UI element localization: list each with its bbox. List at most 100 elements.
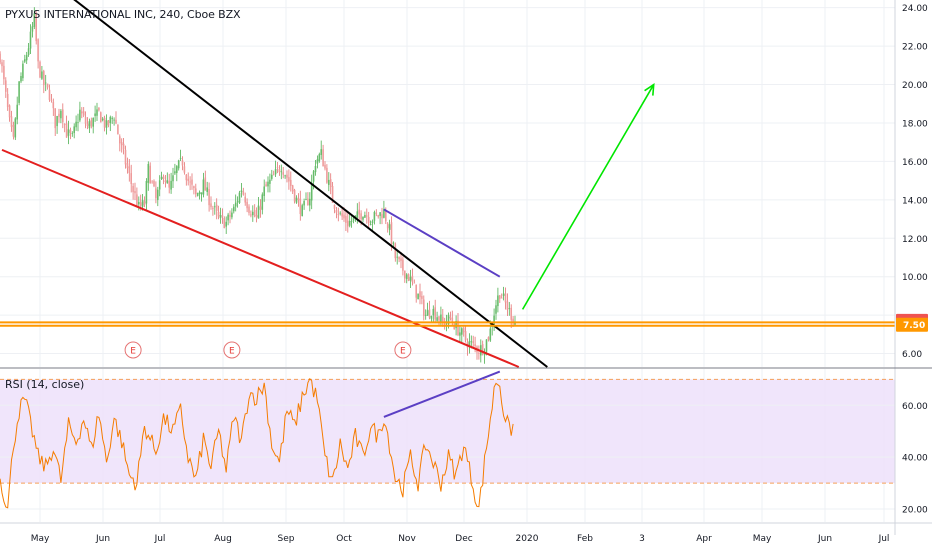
candle-body bbox=[81, 111, 83, 114]
price-tick-label: 24.00 bbox=[902, 4, 928, 14]
candle-body bbox=[390, 222, 393, 245]
candle-body bbox=[358, 209, 360, 215]
candle-body bbox=[107, 120, 110, 126]
price-tick-label: 14.00 bbox=[902, 196, 928, 206]
candle-body bbox=[122, 143, 125, 150]
candle-body bbox=[394, 243, 397, 259]
candle-body bbox=[157, 189, 159, 200]
candle-body bbox=[166, 180, 169, 184]
candle-body bbox=[33, 13, 36, 27]
candle-body bbox=[52, 101, 55, 109]
candle-body bbox=[322, 149, 324, 167]
candle-body bbox=[356, 211, 359, 218]
candle-body bbox=[293, 189, 296, 202]
candle-body bbox=[472, 341, 474, 343]
candle-body bbox=[82, 111, 85, 116]
price-tag bbox=[896, 317, 928, 332]
candle-body bbox=[502, 293, 505, 296]
candle-body bbox=[419, 291, 421, 298]
candle-body bbox=[483, 352, 486, 356]
candle-body bbox=[265, 184, 267, 187]
candle-body bbox=[276, 166, 279, 168]
candle-body bbox=[354, 215, 357, 218]
rsi-trend-line bbox=[383, 370, 501, 418]
candle-body bbox=[415, 284, 417, 298]
candle-body bbox=[63, 124, 66, 125]
candle-body bbox=[324, 164, 326, 169]
candle-body bbox=[405, 274, 408, 279]
candle-body bbox=[236, 201, 239, 203]
candle-body bbox=[278, 168, 281, 173]
candle-body bbox=[499, 295, 501, 299]
candle-body bbox=[451, 317, 454, 323]
candle-body bbox=[183, 166, 186, 173]
candle-body bbox=[398, 256, 400, 260]
candle-body bbox=[436, 317, 438, 321]
candle-body bbox=[24, 59, 26, 62]
candle-body bbox=[371, 221, 374, 224]
candle-body bbox=[84, 117, 87, 124]
candle-body bbox=[407, 274, 410, 281]
candle-body bbox=[233, 206, 235, 212]
candle-body bbox=[392, 242, 395, 244]
time-tick-label: Jul bbox=[154, 534, 166, 544]
candle-body bbox=[10, 116, 13, 127]
candle-body bbox=[185, 174, 188, 181]
candle-body bbox=[470, 341, 473, 343]
candle-body bbox=[271, 174, 273, 179]
candle-body bbox=[164, 180, 167, 183]
candle-body bbox=[217, 211, 220, 217]
price-tag-label: 7.50 bbox=[903, 321, 925, 331]
candle-body bbox=[128, 166, 131, 174]
candle-body bbox=[449, 316, 452, 319]
candle-body bbox=[447, 314, 450, 325]
candle-body bbox=[386, 223, 389, 229]
candle-body bbox=[377, 214, 379, 217]
candle-body bbox=[71, 133, 74, 135]
earnings-label: E bbox=[400, 347, 406, 357]
candle-body bbox=[339, 212, 341, 214]
candle-body bbox=[267, 181, 269, 187]
candle-body bbox=[48, 89, 51, 100]
candle-body bbox=[316, 159, 319, 164]
candle-body bbox=[461, 328, 463, 335]
candle-body bbox=[301, 205, 303, 217]
candle-body bbox=[212, 208, 214, 209]
candle-body bbox=[413, 282, 416, 284]
candle-body bbox=[464, 331, 467, 341]
candle-body bbox=[215, 204, 218, 211]
candle-body bbox=[187, 178, 189, 182]
candle-body bbox=[297, 198, 300, 201]
candle-body bbox=[196, 193, 199, 196]
candle-body bbox=[50, 99, 53, 101]
time-tick-label: Jun bbox=[817, 534, 832, 544]
candle-body bbox=[179, 158, 182, 159]
candle-body bbox=[88, 121, 91, 129]
candle-body bbox=[341, 213, 343, 217]
earnings-label: E bbox=[130, 347, 136, 357]
candle-body bbox=[12, 124, 15, 137]
candle-body bbox=[16, 104, 18, 120]
price-tick-label: 12.00 bbox=[902, 235, 928, 245]
time-tick-label: 3 bbox=[639, 534, 645, 544]
candle-body bbox=[487, 337, 490, 340]
candle-body bbox=[409, 276, 412, 281]
candle-body bbox=[65, 123, 68, 138]
candle-body bbox=[481, 344, 484, 354]
candle-body bbox=[124, 149, 127, 165]
candle-body bbox=[155, 188, 157, 199]
candle-body bbox=[126, 163, 129, 169]
candle-body bbox=[385, 210, 387, 222]
candle-body bbox=[43, 71, 45, 86]
candle-body bbox=[388, 224, 391, 230]
candle-body bbox=[284, 175, 286, 177]
candle-body bbox=[145, 181, 148, 204]
candle-body bbox=[381, 214, 383, 219]
candle-body bbox=[257, 205, 260, 219]
candle-body bbox=[46, 83, 49, 88]
candle-body bbox=[120, 142, 123, 146]
candle-body bbox=[44, 82, 47, 84]
candle-body bbox=[172, 175, 174, 182]
candle-body bbox=[141, 199, 144, 207]
